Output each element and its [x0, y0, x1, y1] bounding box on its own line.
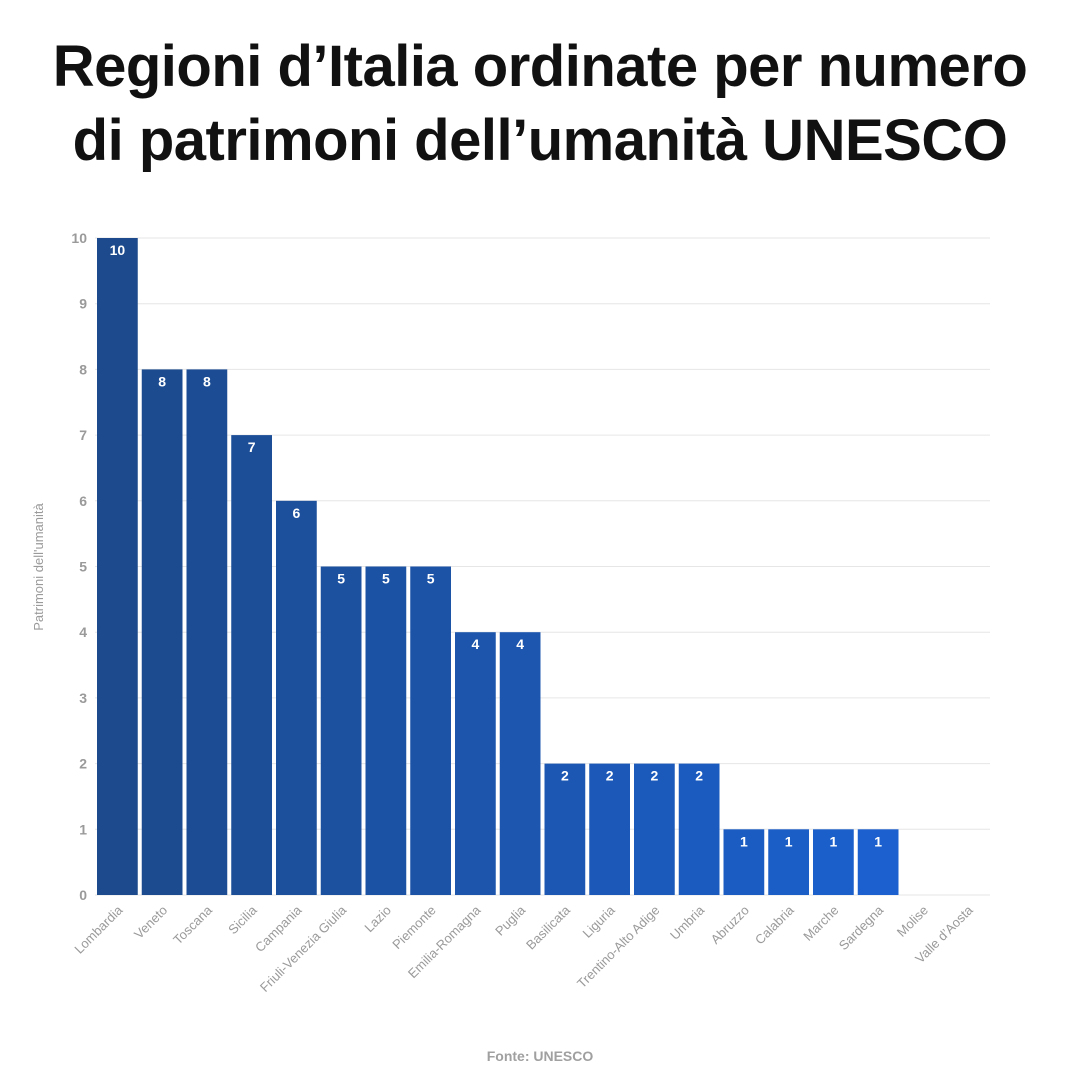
bar [410, 566, 451, 895]
x-tick-label: Umbria [667, 902, 708, 943]
bar-value-label: 2 [561, 768, 569, 784]
bar [678, 763, 720, 895]
y-tick-label: 3 [79, 690, 87, 706]
y-tick-label: 7 [79, 427, 87, 443]
x-tick-label: Abruzzo [708, 903, 752, 947]
x-tick-label: Molise [894, 903, 931, 940]
bar [813, 829, 854, 895]
x-tick-label: Trentino-Alto Adige [574, 903, 662, 991]
bar [589, 763, 630, 895]
bar [768, 829, 809, 895]
x-tick-label: Sardegna [836, 902, 887, 953]
bar [723, 829, 765, 895]
bar-value-label: 1 [785, 833, 793, 849]
x-tick-label: Veneto [131, 903, 170, 942]
y-tick-label: 5 [79, 559, 87, 575]
chart-title-line-1: Regioni d’Italia ordinate per numero [52, 34, 1028, 99]
bar [499, 632, 541, 895]
chart-title-line-2: di patrimoni dell’umanità UNESCO [72, 108, 1008, 173]
y-axis-label: Patrimoni dell'umanità [31, 502, 46, 630]
bar-value-label: 8 [203, 373, 211, 389]
bar-value-label: 1 [740, 833, 748, 849]
y-tick-label: 2 [79, 756, 87, 772]
x-tick-label: Basilicata [523, 902, 573, 952]
x-tick-label: Liguria [580, 902, 619, 941]
x-tick-label: Lazio [361, 903, 394, 936]
x-tick-label: Calabria [752, 902, 797, 947]
y-tick-label: 9 [79, 296, 87, 312]
y-tick-label: 8 [79, 361, 87, 377]
y-axis-ticks: 0 1 2 3 4 5 6 7 8 9 10 [71, 230, 87, 903]
bar-value-label: 4 [516, 636, 524, 652]
bar-value-label: 8 [158, 373, 166, 389]
y-tick-label: 1 [79, 821, 87, 837]
chart-title: Regioni d’Italia ordinate per numero di … [0, 30, 1080, 178]
x-tick-label: Friuli-Venezia Giulia [257, 902, 350, 995]
bar [276, 500, 317, 895]
bar-value-label: 2 [606, 768, 614, 784]
bar [141, 369, 183, 895]
bar-value-label: 7 [248, 439, 256, 455]
bar-value-label: 2 [695, 768, 703, 784]
x-tick-label: Puglia [492, 902, 529, 939]
x-tick-label: Toscana [170, 902, 215, 947]
y-tick-label: 0 [79, 887, 87, 903]
source-note: Fonte: UNESCO [486, 1048, 594, 1064]
bar [97, 238, 138, 895]
bar [365, 566, 407, 895]
y-tick-label: 6 [79, 493, 87, 509]
x-axis-ticks: Lombardia Veneto Toscana SiciliaCampaniaFri… [71, 902, 976, 995]
bar-value-label: 4 [471, 636, 479, 652]
bar-chart: 0 1 2 3 4 5 6 7 8 9 10 Patrimoni dell'umanità 10 8 8… [31, 230, 990, 995]
bar [186, 369, 228, 895]
bar-value-label: 10 [110, 242, 126, 258]
bar [634, 763, 675, 895]
bar-value-label: 5 [382, 571, 390, 587]
bar-value-label: 1 [874, 833, 882, 849]
y-tick-label: 10 [71, 230, 87, 246]
bar-value-label: 6 [292, 505, 300, 521]
bar-value-label: 5 [427, 571, 435, 587]
bar [857, 829, 899, 895]
bar [455, 632, 496, 895]
y-tick-label: 4 [79, 624, 87, 640]
bar-value-label: 2 [650, 768, 658, 784]
x-tick-label: Lombardia [71, 902, 126, 957]
bar-value-label: 5 [337, 571, 345, 587]
x-tick-label: Sicilia [225, 902, 260, 937]
bar [544, 763, 586, 895]
bars: 10 8 8 7 6 5 5 5 4 4 2 2 2 2 1 1 1 1 [97, 238, 899, 895]
x-tick-label: Marche [800, 903, 841, 944]
bar-value-label: 1 [829, 833, 837, 849]
gridlines [95, 237, 990, 896]
bar [320, 566, 362, 895]
bar [231, 435, 272, 895]
